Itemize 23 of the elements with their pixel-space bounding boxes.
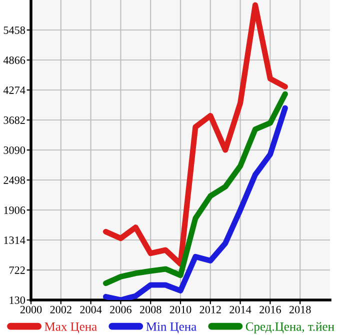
- y-tick-label: 3682: [4, 116, 25, 124]
- y-tick-label: 1906: [4, 206, 26, 214]
- y-tick-label: 4866: [3, 56, 26, 64]
- legend-label: Сред.Цена, т.йен: [246, 322, 334, 334]
- y-tick-label: 5458: [4, 26, 26, 34]
- x-tick-label: 2008: [140, 306, 162, 314]
- x-tick-label: 2012: [200, 306, 221, 314]
- y-tick-label: 130: [10, 296, 26, 304]
- x-tick-label: 2016: [260, 306, 281, 314]
- x-tick-label: 2018: [289, 306, 311, 314]
- x-tick-label: 2000: [20, 306, 42, 314]
- y-tick-label: 2498: [4, 176, 26, 184]
- y-tick-label: 722: [10, 266, 25, 274]
- x-tick-label: 2010: [170, 306, 192, 314]
- x-tick-label: 2006: [110, 306, 132, 314]
- y-tick-label: 1314: [4, 236, 26, 244]
- x-tick-label: 2004: [80, 306, 102, 314]
- legend-label: Min Цена: [146, 322, 196, 334]
- x-tick-label: 2014: [230, 306, 252, 314]
- legend-label: Max Цена: [44, 322, 97, 334]
- x-tick-label: 2002: [50, 306, 72, 314]
- y-tick-label: 4274: [3, 86, 26, 94]
- y-tick-label: 3090: [4, 146, 26, 154]
